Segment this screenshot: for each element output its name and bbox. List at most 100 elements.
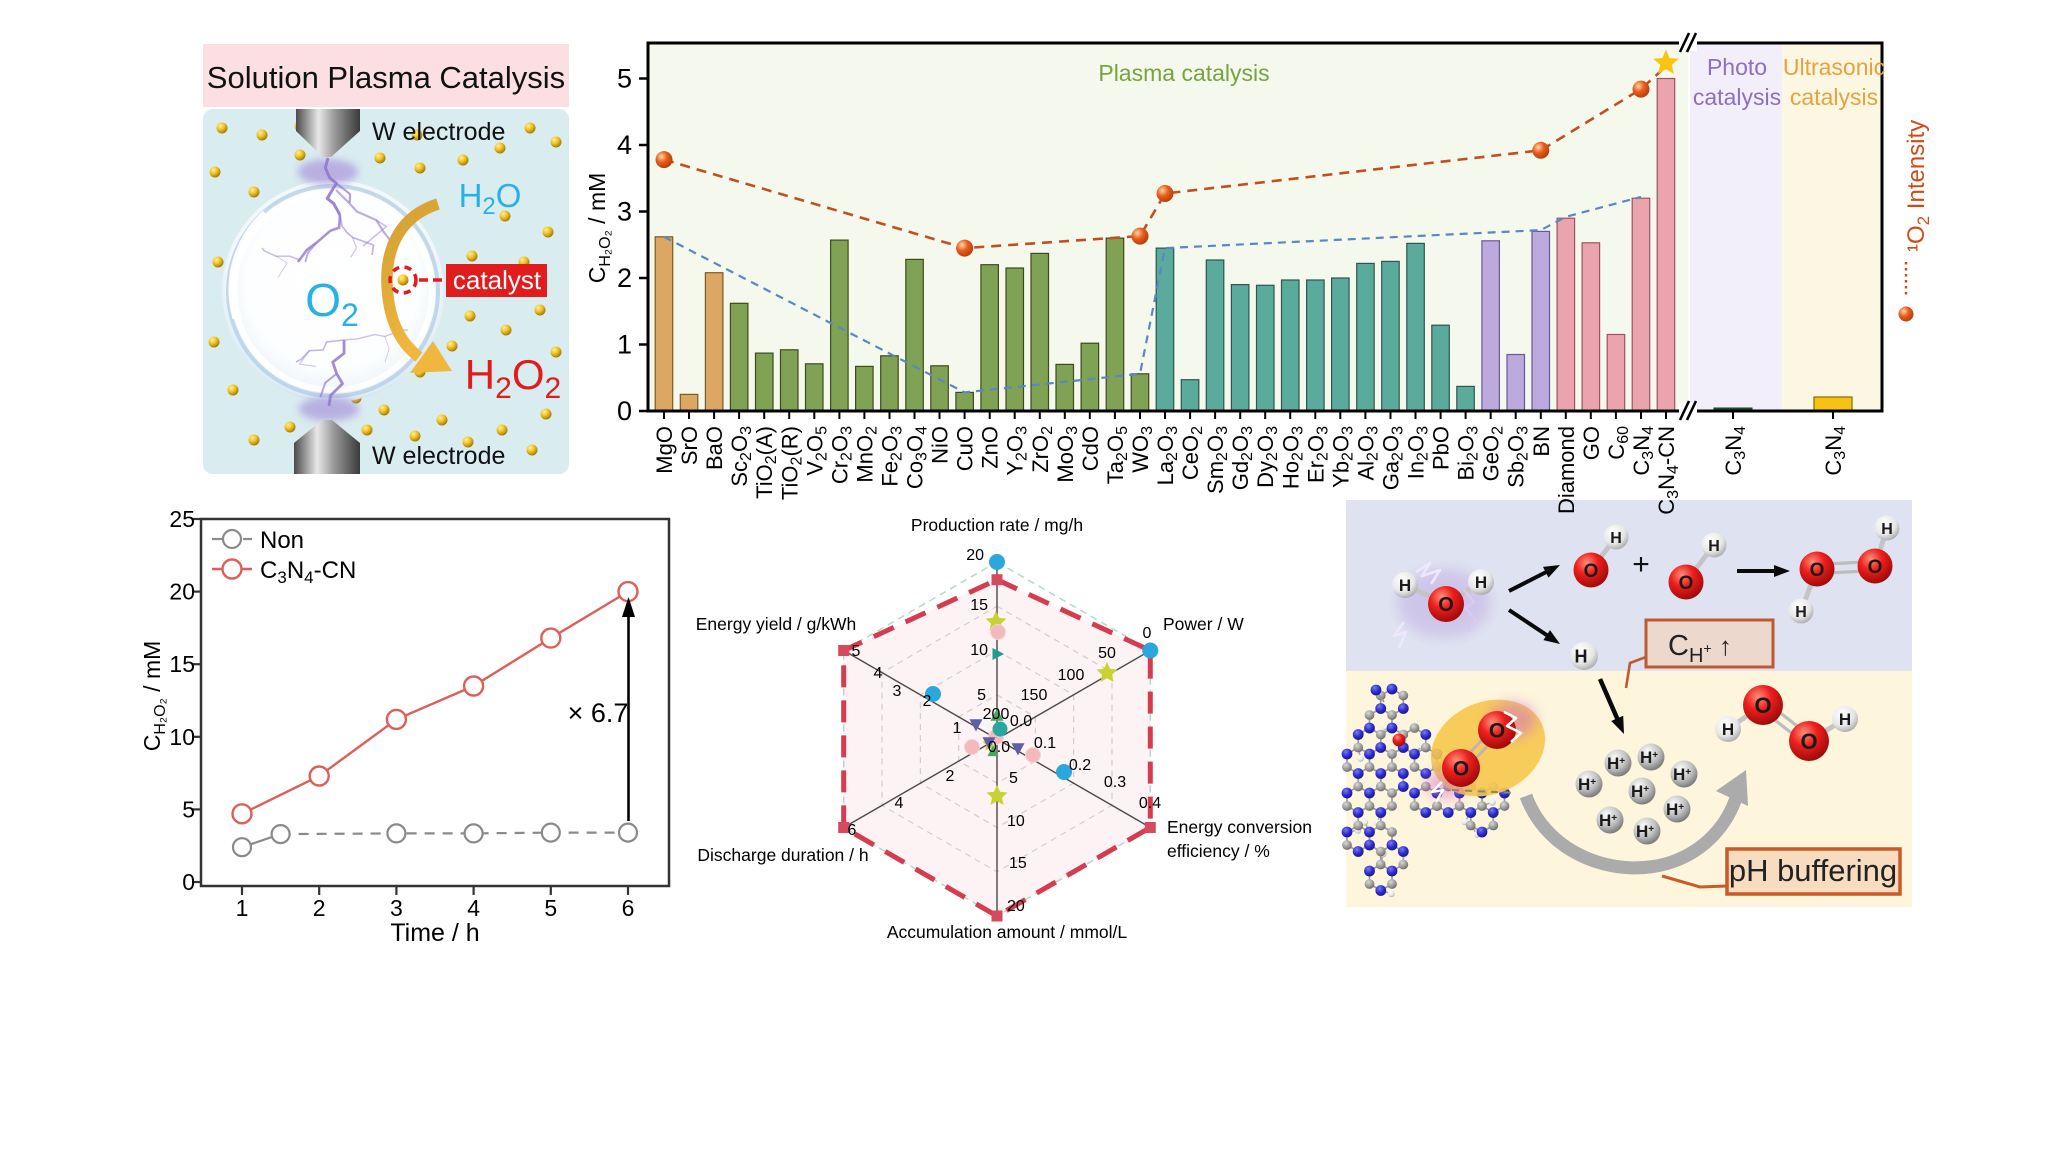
svg-text:C3​N4​: C3​N4​	[1629, 426, 1657, 476]
svg-text:W electrode: W electrode	[372, 442, 505, 470]
svg-text:H: H	[1475, 573, 1487, 592]
svg-text:O: O	[1679, 573, 1694, 594]
svg-text:10: 10	[970, 642, 988, 659]
svg-text:efficiency / %: efficiency / %	[1167, 841, 1270, 861]
svg-text:¹O2​ Intensity: ¹O2​ Intensity	[1903, 120, 1933, 252]
svg-text:O: O	[1868, 557, 1883, 578]
svg-text:× 6.7: × 6.7	[568, 698, 629, 728]
svg-text:H: H	[1610, 530, 1622, 547]
svg-text:CH₂O₂​ / mM: CH₂O₂​ / mM	[139, 641, 169, 752]
svg-text:O: O	[1438, 594, 1454, 616]
svg-text:3: 3	[390, 895, 403, 921]
svg-text:Plasma catalysis: Plasma catalysis	[1098, 60, 1269, 86]
svg-text:O: O	[1489, 720, 1505, 743]
svg-text:MgO: MgO	[652, 426, 677, 474]
svg-text:Accumulation amount / mmol/L: Accumulation amount / mmol/L	[887, 922, 1128, 942]
svg-text:Solution Plasma Catalysis: Solution Plasma Catalysis	[207, 60, 565, 95]
svg-text:Energy yield / g/kWh: Energy yield / g/kWh	[696, 614, 856, 634]
svg-text:O: O	[1584, 561, 1599, 582]
svg-text:0.0: 0.0	[988, 739, 1010, 756]
svg-text:O: O	[1754, 693, 1771, 718]
svg-text:6: 6	[622, 895, 635, 921]
svg-text:catalysis: catalysis	[1693, 84, 1781, 110]
svg-text:0: 0	[617, 396, 632, 426]
svg-text:MnO2​: MnO2​	[852, 426, 880, 483]
svg-text:5: 5	[182, 796, 195, 822]
svg-text:H: H	[1795, 604, 1807, 621]
svg-text:2: 2	[946, 768, 955, 785]
svg-text:O: O	[1800, 729, 1817, 754]
svg-text:CeO2​: CeO2​	[1178, 426, 1206, 480]
svg-text:20: 20	[966, 547, 984, 564]
svg-text:0.1: 0.1	[1034, 735, 1056, 752]
svg-text:0.0: 0.0	[1010, 713, 1032, 730]
svg-text:4: 4	[895, 795, 904, 812]
svg-text:Al2​O3​: Al2​O3​	[1353, 426, 1381, 481]
svg-text:50: 50	[1098, 645, 1116, 662]
svg-text:CuO: CuO	[953, 426, 978, 471]
svg-text:15: 15	[970, 597, 988, 614]
svg-text:Time / h: Time / h	[390, 919, 479, 947]
svg-text:1: 1	[617, 330, 632, 360]
svg-text:3: 3	[893, 683, 902, 700]
svg-text:20: 20	[1007, 898, 1025, 915]
svg-text:O: O	[1453, 758, 1469, 781]
svg-text:0.2: 0.2	[1069, 757, 1091, 774]
svg-text:0: 0	[182, 869, 195, 895]
svg-text:Ultrasonic: Ultrasonic	[1783, 54, 1885, 80]
svg-text:4: 4	[617, 130, 632, 160]
svg-text:GO: GO	[1579, 426, 1604, 460]
svg-text:Diamond: Diamond	[1554, 426, 1579, 514]
svg-text:1: 1	[236, 895, 249, 921]
svg-text:100: 100	[1058, 667, 1085, 684]
svg-text:H: H	[1722, 720, 1734, 739]
svg-text:ZnO: ZnO	[978, 426, 1003, 469]
svg-text:PbO: PbO	[1429, 426, 1454, 470]
svg-text:15: 15	[169, 651, 195, 677]
svg-text:Energy conversion: Energy conversion	[1167, 817, 1312, 837]
svg-text:BaO: BaO	[702, 426, 727, 470]
svg-text:0.4: 0.4	[1139, 795, 1161, 812]
svg-text:+: +	[1632, 548, 1650, 581]
svg-text:0.3: 0.3	[1104, 774, 1126, 791]
svg-text:10: 10	[1007, 813, 1025, 830]
svg-text:H: H	[1399, 576, 1411, 595]
svg-text:catalysis: catalysis	[1790, 84, 1878, 110]
svg-text:catalyst: catalyst	[453, 265, 542, 295]
svg-text:3: 3	[617, 197, 632, 227]
svg-text:5: 5	[617, 64, 632, 94]
svg-text:H: H	[1708, 538, 1720, 555]
svg-text:4: 4	[874, 665, 883, 682]
svg-text:O: O	[1810, 560, 1825, 581]
svg-text:200: 200	[983, 706, 1010, 723]
svg-text:Discharge duration / h: Discharge duration / h	[697, 845, 868, 865]
svg-text:150: 150	[1021, 687, 1048, 704]
svg-text:15: 15	[1009, 855, 1027, 872]
svg-text:6: 6	[848, 822, 857, 839]
svg-text:CdO: CdO	[1078, 426, 1103, 471]
svg-text:5: 5	[1009, 770, 1018, 787]
svg-text:H: H	[1839, 710, 1851, 729]
svg-text:2: 2	[617, 263, 632, 293]
svg-text:BN: BN	[1529, 426, 1554, 457]
svg-text:0: 0	[1143, 625, 1152, 642]
svg-text:2: 2	[923, 693, 932, 710]
svg-text:25: 25	[169, 506, 195, 532]
svg-text:MoO3​: MoO3​	[1053, 426, 1081, 483]
svg-text:10: 10	[169, 724, 195, 750]
svg-text:Power / W: Power / W	[1163, 614, 1244, 634]
svg-text:GeO2​: GeO2​	[1479, 426, 1507, 481]
svg-text:H: H	[1575, 646, 1588, 666]
svg-text:5: 5	[977, 687, 986, 704]
svg-text:Production rate / mg/h: Production rate / mg/h	[911, 515, 1083, 535]
svg-text:H: H	[1881, 521, 1893, 538]
svg-text:SrO: SrO	[677, 426, 702, 465]
svg-text:NiO: NiO	[928, 426, 953, 464]
svg-text:Photo: Photo	[1707, 54, 1767, 80]
svg-text:5: 5	[852, 643, 861, 660]
svg-text:1: 1	[953, 720, 962, 737]
svg-text:4: 4	[467, 895, 480, 921]
svg-text:Non: Non	[260, 527, 304, 554]
svg-text:5: 5	[544, 895, 557, 921]
svg-text:pH buffering: pH buffering	[1729, 853, 1897, 888]
